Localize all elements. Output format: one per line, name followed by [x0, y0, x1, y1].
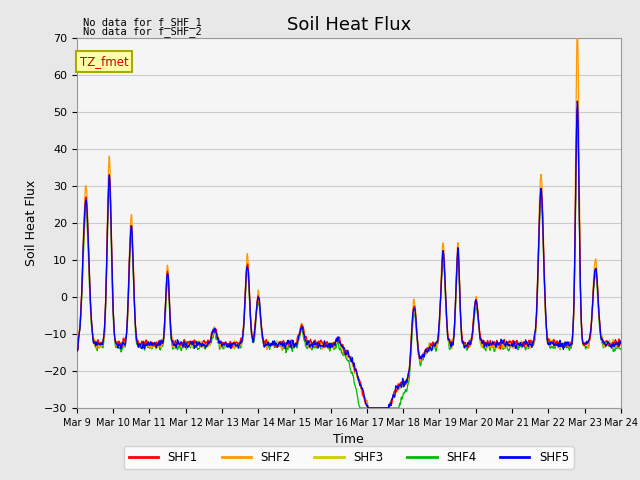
Text: No data for f_SHF_1: No data for f_SHF_1: [83, 17, 202, 28]
Y-axis label: Soil Heat Flux: Soil Heat Flux: [25, 180, 38, 266]
Text: TZ_fmet: TZ_fmet: [79, 55, 128, 68]
X-axis label: Time: Time: [333, 433, 364, 446]
Legend: SHF1, SHF2, SHF3, SHF4, SHF5: SHF1, SHF2, SHF3, SHF4, SHF5: [124, 446, 573, 468]
Title: Soil Heat Flux: Soil Heat Flux: [287, 16, 411, 34]
Text: No data for f_SHF_2: No data for f_SHF_2: [83, 26, 202, 37]
